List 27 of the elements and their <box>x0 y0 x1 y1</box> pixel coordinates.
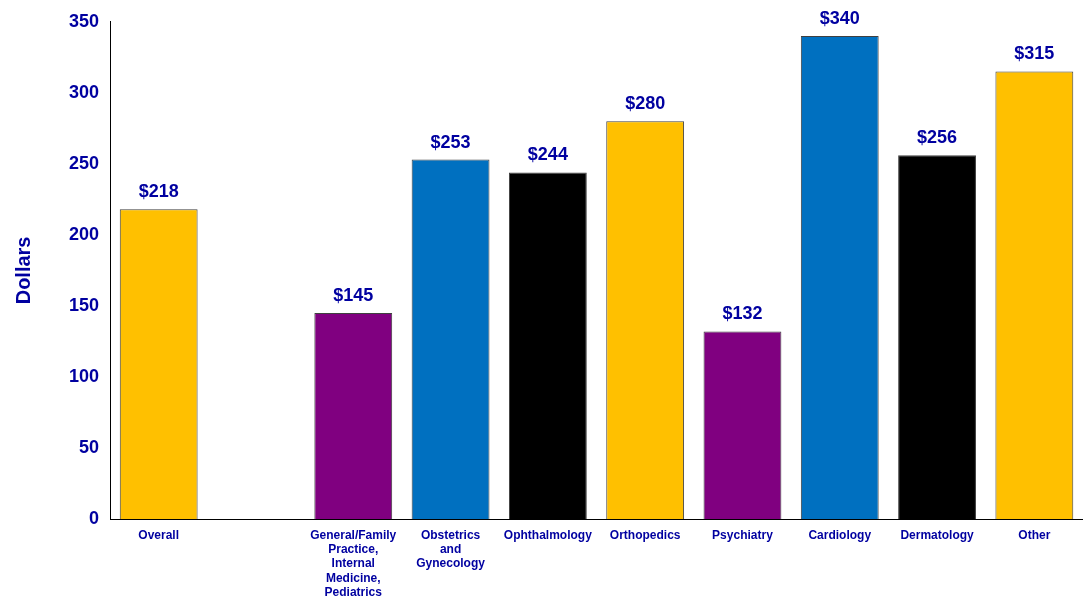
y-tick-label: 350 <box>68 10 100 31</box>
x-tick-label: Orthopedics <box>609 527 681 542</box>
x-tick-label: Other <box>1018 527 1051 542</box>
data-label: $244 <box>527 144 568 165</box>
data-label: $132 <box>722 303 763 324</box>
data-label: $256 <box>917 127 958 148</box>
data-label: $253 <box>430 131 471 152</box>
y-tick-label: 300 <box>68 81 100 102</box>
y-axis-title: Dollars <box>11 236 34 305</box>
y-tick-label: 150 <box>68 294 100 315</box>
x-tick-label: Dermatology <box>900 527 975 542</box>
x-tick-label: Cardiology <box>808 527 872 542</box>
data-label: $315 <box>1014 43 1055 64</box>
y-tick-label: 100 <box>68 365 100 386</box>
x-tick-label: Psychiatry <box>712 527 774 542</box>
data-label: $145 <box>333 284 374 305</box>
data-label: $218 <box>138 181 179 202</box>
y-tick-label: 200 <box>68 223 100 244</box>
data-label: $340 <box>819 7 860 28</box>
x-tick-label: General/Family Practice, Internal Medicine, Pediatrics <box>310 527 397 600</box>
x-tick-label: Obstetrics and Gynecology <box>416 527 486 571</box>
x-tick-label: Ophthalmology <box>503 527 593 542</box>
y-tick-label: 250 <box>68 152 100 173</box>
x-tick-label: Overall <box>138 527 180 542</box>
y-tick-label: 50 <box>79 436 100 457</box>
y-tick-label: 0 <box>89 507 100 528</box>
data-label: $280 <box>625 93 666 114</box>
